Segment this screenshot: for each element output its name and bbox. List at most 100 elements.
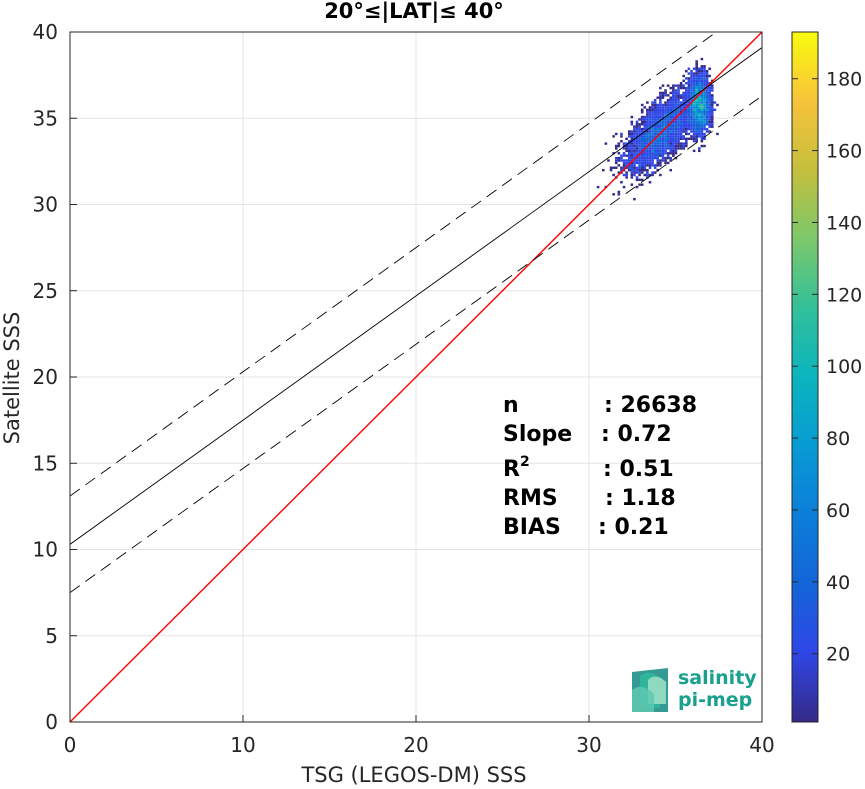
density-cell [656, 113, 660, 116]
density-cell [692, 115, 696, 119]
density-heatmap [596, 57, 719, 201]
density-cell [697, 135, 701, 138]
density-cell [692, 139, 696, 143]
density-cell [646, 101, 649, 104]
density-cell [630, 161, 634, 165]
density-cell [710, 86, 714, 90]
density-cell [682, 115, 686, 119]
density-cell [656, 130, 660, 133]
density-cell [682, 120, 686, 124]
density-cell [697, 103, 701, 107]
density-cell [656, 154, 660, 157]
density-cell [692, 89, 696, 92]
density-cell [646, 168, 649, 172]
density-cell [666, 103, 670, 107]
density-cell [656, 132, 660, 136]
density-cell [635, 152, 639, 155]
density-cell [669, 118, 673, 121]
density-cell [635, 135, 639, 138]
density-cell [653, 152, 657, 155]
density-cell [710, 98, 714, 102]
density-cell [627, 135, 631, 138]
density-cell [672, 86, 675, 90]
density-cell [679, 137, 683, 140]
density-cell [612, 193, 615, 196]
density-cell [710, 96, 714, 99]
density-cell [685, 69, 688, 73]
density-cell [664, 108, 667, 112]
density-cell [635, 147, 639, 150]
density-cell [685, 111, 688, 114]
density-cell [661, 139, 665, 143]
colorbar-tick-label: 20 [826, 644, 850, 666]
density-cell [679, 94, 683, 97]
density-cell [690, 111, 693, 114]
density-cell [703, 106, 706, 109]
density-cell [659, 106, 662, 109]
density-cell [682, 135, 686, 138]
density-cell [664, 118, 667, 121]
density-cell [656, 118, 660, 121]
density-cell [672, 94, 675, 97]
density-cell [695, 125, 698, 128]
density-cell [703, 91, 706, 95]
density-cell [687, 127, 691, 131]
density-cell [661, 106, 665, 109]
density-cell [666, 108, 670, 112]
density-cell [697, 132, 701, 136]
density-cell [627, 154, 631, 157]
density-cell [651, 113, 654, 116]
density-cell [695, 77, 698, 80]
density-cell [687, 106, 691, 109]
density-cell [692, 127, 696, 131]
density-cell [664, 89, 667, 92]
density-cell [697, 84, 701, 87]
density-cell [679, 96, 683, 99]
density-cell [705, 91, 709, 95]
density-cell [685, 130, 688, 133]
density-cell [625, 161, 628, 165]
density-cell [674, 120, 678, 124]
density-cell [708, 86, 711, 90]
density-cell [651, 137, 654, 140]
density-cell [656, 144, 660, 148]
density-cell [672, 142, 675, 145]
density-cell [664, 94, 667, 97]
density-cell [669, 113, 673, 116]
density-cell [664, 142, 667, 145]
density-cell [659, 135, 662, 138]
density-cell [635, 166, 639, 169]
density-cell [630, 123, 634, 126]
density-cell [666, 154, 670, 157]
density-cell [666, 84, 670, 87]
density-cell [682, 123, 686, 126]
density-cell [669, 139, 673, 143]
density-cell [669, 115, 673, 119]
density-cell [648, 118, 652, 121]
density-cell [648, 147, 652, 150]
density-cell [633, 142, 636, 145]
density-cell [687, 96, 691, 99]
density-cell [622, 154, 626, 157]
statistics-panel: n: 26638 Slope: 0.72 R2: 0.51 RMS: 1.18 BIAS… [503, 393, 697, 540]
density-cell [638, 156, 641, 160]
density-cell [690, 79, 693, 83]
density-cell [697, 123, 701, 126]
density-cell [646, 111, 649, 114]
density-cell [669, 152, 673, 155]
density-cell [705, 79, 709, 83]
density-cell [666, 106, 670, 109]
density-cell [679, 142, 683, 145]
density-cell [703, 108, 706, 112]
density-cell [682, 125, 686, 128]
density-cell [651, 120, 654, 124]
density-cell [653, 142, 657, 145]
density-cell [674, 103, 678, 107]
x-axis-ticks: 0 10 20 30 40 [64, 715, 775, 757]
density-cell [672, 91, 675, 95]
density-cell [708, 120, 711, 124]
density-cell [635, 139, 639, 143]
density-cell [697, 101, 701, 104]
density-cell [700, 65, 704, 68]
density-cell [687, 67, 691, 70]
